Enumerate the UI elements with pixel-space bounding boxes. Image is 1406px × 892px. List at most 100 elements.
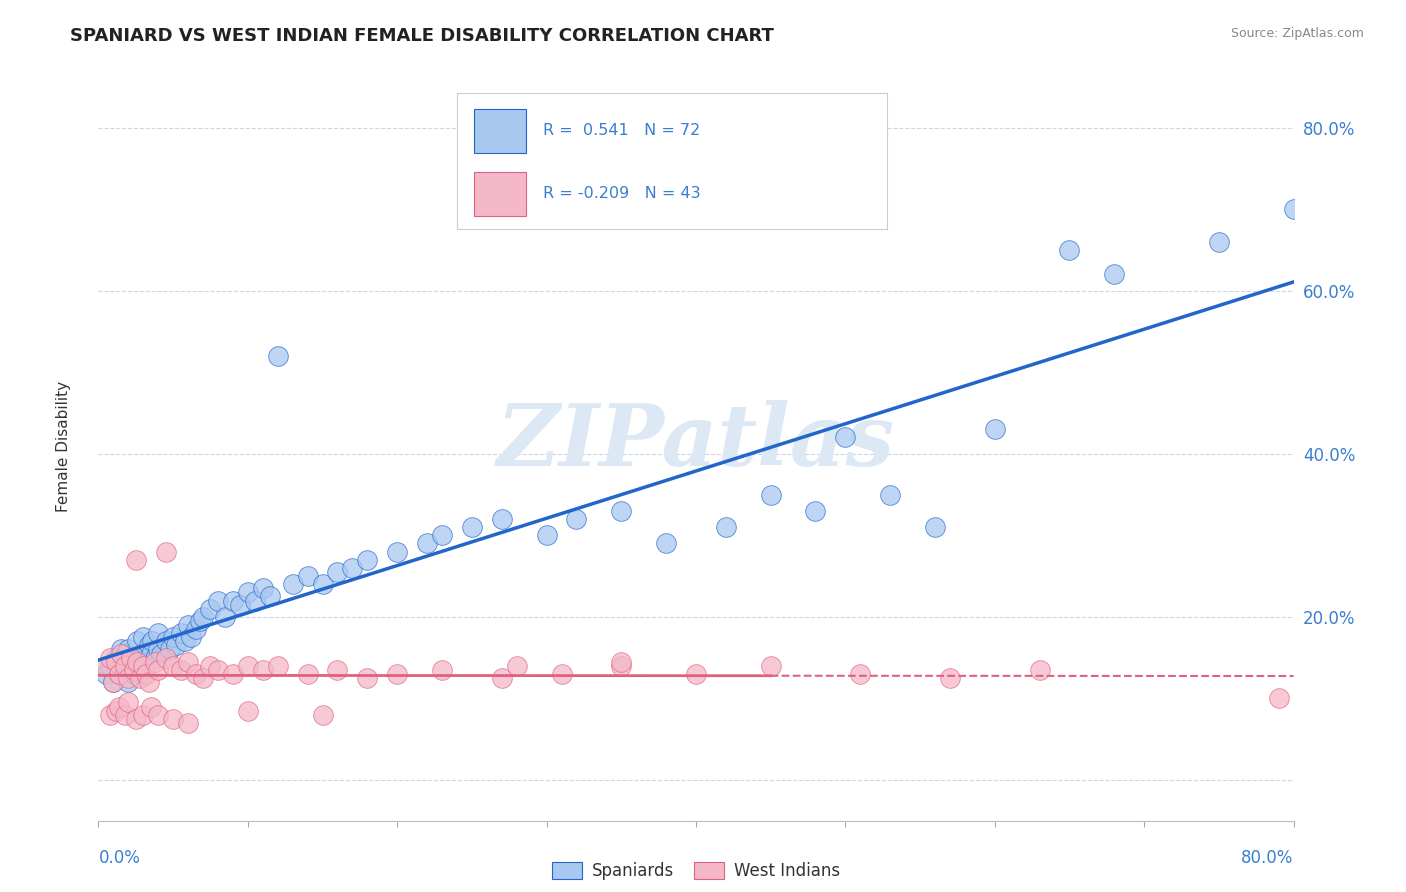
Point [117, 671, 139, 685]
Point [184, 666, 207, 681]
Point [143, 655, 166, 669]
Point [297, 666, 319, 681]
Point [114, 707, 136, 722]
Point [536, 528, 558, 542]
Point [124, 666, 146, 681]
Point [125, 650, 148, 665]
Point [759, 658, 782, 673]
Point [236, 658, 259, 673]
Point [108, 666, 131, 681]
Text: 80.0%: 80.0% [1241, 849, 1294, 867]
Point [162, 712, 184, 726]
Point [385, 666, 409, 681]
Point [188, 614, 211, 628]
Point [141, 634, 163, 648]
Point [135, 655, 157, 669]
Point [461, 520, 484, 534]
Point [191, 671, 214, 685]
Point [138, 638, 160, 652]
Point [108, 699, 131, 714]
Point [714, 520, 737, 534]
Point [162, 630, 184, 644]
Point [939, 671, 962, 685]
Point [281, 577, 304, 591]
Point [143, 650, 166, 665]
Point [111, 658, 134, 673]
Point [849, 666, 872, 681]
Point [98, 650, 122, 665]
Point [114, 647, 136, 661]
Point [148, 663, 170, 677]
Point [98, 658, 122, 673]
Point [125, 553, 148, 567]
Point [416, 536, 439, 550]
Point [685, 666, 707, 681]
Point [120, 655, 142, 669]
Point [207, 663, 229, 677]
Point [356, 553, 378, 567]
Point [984, 422, 1007, 436]
Point [506, 658, 529, 673]
Point [1028, 663, 1050, 677]
Point [184, 622, 207, 636]
Point [108, 666, 131, 681]
Point [117, 642, 139, 657]
Point [252, 582, 274, 596]
Point [174, 634, 197, 648]
Point [127, 634, 149, 648]
Point [1208, 235, 1230, 249]
Point [127, 655, 149, 669]
Point [759, 487, 782, 501]
Point [125, 712, 148, 726]
Point [135, 666, 157, 681]
Point [155, 650, 177, 665]
Text: ZIPatlas: ZIPatlas [496, 400, 896, 483]
Point [117, 695, 139, 709]
Point [236, 704, 259, 718]
Point [610, 504, 633, 518]
Point [180, 630, 202, 644]
Point [103, 675, 125, 690]
Point [259, 590, 281, 604]
Point [162, 658, 184, 673]
Point [200, 658, 222, 673]
Point [550, 666, 572, 681]
Point [148, 707, 170, 722]
Point [177, 618, 200, 632]
Point [139, 699, 162, 714]
Point [105, 650, 128, 665]
Point [326, 663, 349, 677]
Point [129, 671, 152, 685]
Point [229, 598, 252, 612]
Point [169, 663, 191, 677]
Point [1267, 691, 1289, 706]
Point [207, 593, 229, 607]
Point [655, 536, 678, 550]
Point [117, 675, 139, 690]
Point [342, 561, 364, 575]
Point [1282, 202, 1305, 217]
Point [110, 647, 132, 661]
Point [430, 663, 453, 677]
Point [222, 666, 245, 681]
Point [148, 626, 170, 640]
Point [165, 638, 187, 652]
Point [491, 671, 513, 685]
Text: Source: ZipAtlas.com: Source: ZipAtlas.com [1230, 27, 1364, 40]
Point [132, 658, 155, 673]
Point [191, 610, 214, 624]
Point [610, 658, 633, 673]
Point [879, 487, 901, 501]
Point [385, 544, 409, 558]
Legend: Spaniards, West Indians: Spaniards, West Indians [544, 854, 848, 888]
Point [200, 601, 222, 615]
Point [311, 577, 333, 591]
Point [267, 658, 290, 673]
Point [124, 663, 146, 677]
Point [94, 658, 117, 673]
Text: 0.0%: 0.0% [98, 849, 141, 867]
Point [98, 707, 122, 722]
Point [610, 655, 633, 669]
Point [114, 658, 136, 673]
Point [169, 626, 191, 640]
